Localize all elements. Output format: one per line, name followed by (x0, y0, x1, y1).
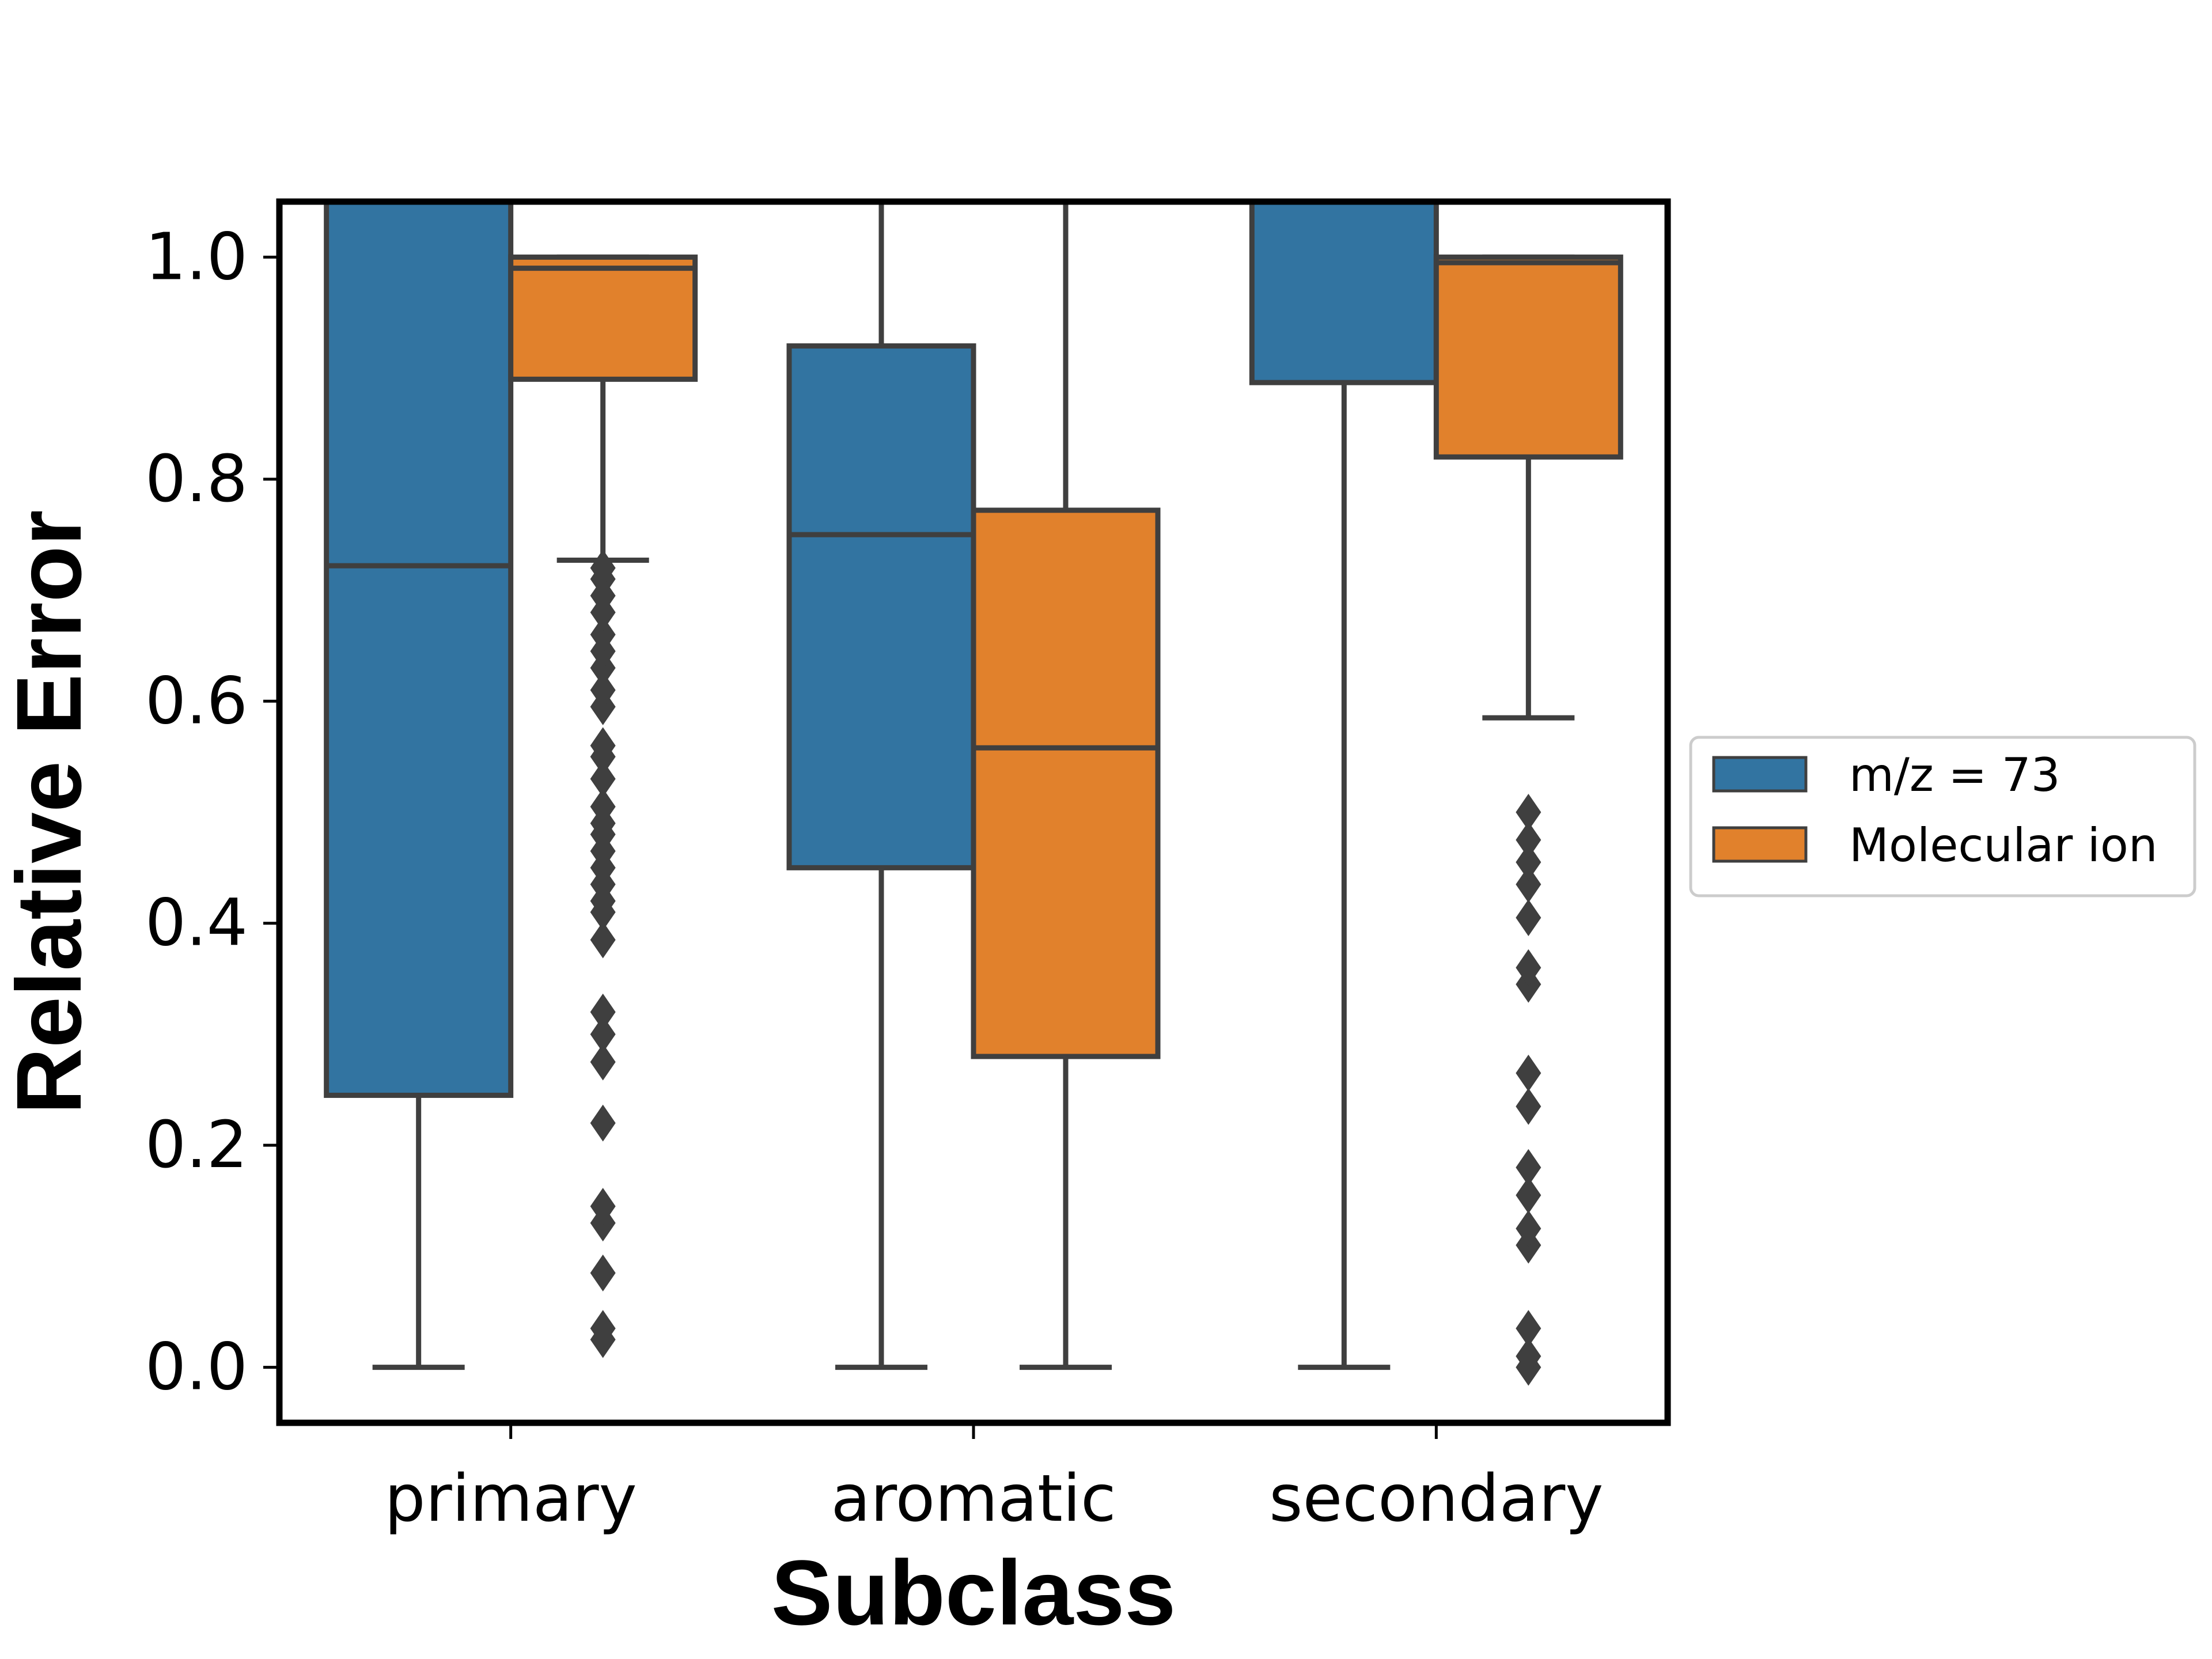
y-axis-ticks: 0.0 0.2 0.4 0.6 0.8 1.0 (145, 219, 279, 1405)
plot-area (324, 199, 1623, 1386)
outlier-molecular-ion-primary-6 (590, 1043, 616, 1081)
box-molecular-ion-secondary (1433, 254, 1623, 460)
outlier-molecular-ion-secondary-11 (1516, 899, 1541, 937)
legend-swatch-m-z-73 (1712, 756, 1808, 793)
outlier-molecular-ion-primary-8 (590, 993, 616, 1031)
outlier-molecular-ion-primary-4 (590, 1188, 616, 1225)
y-tick-label-0-6: 0.6 (145, 664, 248, 738)
outlier-molecular-ion-primary-22 (590, 672, 616, 709)
legend-frame (1689, 736, 2196, 897)
outlier-molecular-ion-secondary-6 (1516, 1149, 1541, 1186)
outlier-molecular-ion-primary-2 (590, 1254, 616, 1291)
outlier-molecular-ion-primary-7 (590, 1016, 616, 1053)
outlier-molecular-ion-primary-1 (590, 1310, 616, 1347)
outlier-molecular-ion-secondary-10 (1516, 949, 1541, 986)
y-tick-label-0-4: 0.4 (145, 886, 248, 961)
outlier-molecular-ion-secondary-15 (1516, 794, 1541, 831)
box-m-z-73-secondary (1249, 199, 1439, 385)
box-group-molecular-ion-aromatic (971, 202, 1161, 1370)
box-group-m-z-73-secondary (1249, 199, 1439, 1370)
outlier-molecular-ion-primary-9 (590, 921, 616, 959)
box-m-z-73-aromatic (786, 343, 976, 870)
outlier-molecular-ion-secondary-12 (1516, 866, 1541, 903)
box-group-molecular-ion-secondary (1433, 254, 1623, 1386)
y-tick-label-0-0: 0.0 (145, 1330, 248, 1405)
outlier-molecular-ion-secondary-8 (1516, 1054, 1541, 1092)
box-group-m-z-73-primary (324, 199, 514, 1370)
y-tick-label-1-0: 1.0 (145, 219, 248, 294)
outlier-molecular-ion-secondary-13 (1516, 843, 1541, 881)
box-molecular-ion-primary (508, 254, 698, 382)
y-axis-title: Relative Error (0, 510, 100, 1114)
outlier-molecular-ion-secondary-2 (1516, 1310, 1541, 1347)
box-m-z-73-primary (324, 199, 514, 1098)
outlier-molecular-ion-primary-25 (590, 616, 616, 653)
box-group-molecular-ion-primary (508, 254, 698, 1358)
outlier-molecular-ion-secondary-4 (1516, 1210, 1541, 1247)
outlier-molecular-ion-primary-17 (590, 788, 616, 825)
outlier-molecular-ion-secondary-7 (1516, 1088, 1541, 1125)
outlier-molecular-ion-primary-18 (590, 760, 616, 798)
outlier-molecular-ion-secondary-14 (1516, 821, 1541, 859)
y-tick-label-0-2: 0.2 (145, 1108, 248, 1183)
x-tick-label-aromatic: aromatic (831, 1461, 1116, 1536)
y-tick-label-0-8: 0.8 (145, 442, 248, 517)
x-tick-label-secondary: secondary (1269, 1461, 1603, 1536)
box-group-m-z-73-aromatic (786, 202, 976, 1370)
x-tick-label-primary: primary (385, 1461, 637, 1536)
outlier-molecular-ion-primary-20 (590, 727, 616, 764)
legend-swatch-molecular-ion (1712, 826, 1808, 863)
outlier-molecular-ion-primary-5 (590, 1104, 616, 1142)
x-axis-ticks: primary aromatic secondary (385, 1423, 1604, 1536)
outlier-molecular-ion-secondary-1 (1516, 1338, 1541, 1375)
outlier-molecular-ion-secondary-5 (1516, 1176, 1541, 1214)
x-axis-title: Subclass (771, 1541, 1176, 1644)
legend-label-m-z-73: m/z = 73 (1849, 748, 2061, 802)
outlier-molecular-ion-primary-29 (590, 550, 616, 586)
legend-label-molecular-ion: Molecular ion (1849, 819, 2158, 872)
legend: m/z = 73 Molecular ion (1689, 736, 2196, 897)
box-molecular-ion-aromatic (971, 507, 1161, 1059)
